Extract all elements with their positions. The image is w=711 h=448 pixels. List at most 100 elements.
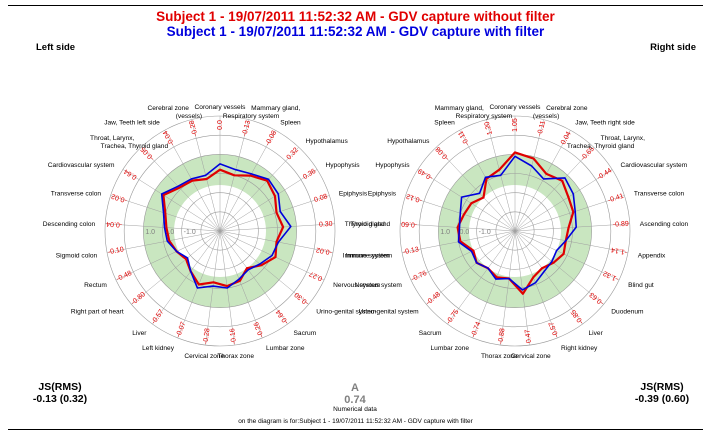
category-label: Right part of heart <box>71 309 124 316</box>
category-label: Sigmoid colon <box>56 252 98 259</box>
value-label: -1.32 <box>602 269 620 282</box>
category-label: Sacrum <box>294 330 317 337</box>
value-label: -0.04 <box>106 220 122 228</box>
radar-right: -1.00.01.01.05 -0.110.04-0.65-0.44-0.41-0… <box>346 104 689 360</box>
value-label: -0.57 <box>548 321 560 339</box>
center-caption: Numerical data <box>333 406 377 413</box>
category-label: Spleen <box>434 120 455 127</box>
category-label: Transverse colon <box>634 190 685 197</box>
category-label: Throat, Larynx, Trachea, Thyroid gland <box>90 135 168 150</box>
left-js-rms-value: -0.13 (0.32) <box>32 393 88 405</box>
value-label: 0.30 <box>319 221 333 229</box>
category-label: Thyroid gland <box>345 221 385 228</box>
category-label: Immune system <box>343 252 390 259</box>
right-js-rms-value: -0.39 (0.60) <box>634 393 690 405</box>
grid-spoke <box>514 119 544 232</box>
category-label: Spleen <box>280 120 301 127</box>
grid-spoke <box>447 230 516 325</box>
category-label: Lumbar zone <box>266 345 305 352</box>
grid-spoke <box>106 230 221 253</box>
category-label: Coronary vessels <box>490 104 542 111</box>
value-label: -0.76 <box>411 270 429 283</box>
grid-spoke <box>410 230 516 281</box>
value-label: -0.41 <box>607 193 624 205</box>
category-label: Nervous system <box>333 282 381 289</box>
value-label: -0.13 <box>241 120 252 137</box>
value-label: -0.02 <box>111 192 128 204</box>
category-label: Duodenum <box>611 309 644 316</box>
category-label: Lumbar zone <box>431 345 470 352</box>
category-label: Throat, Larynx, Trachea, Thyroid gland <box>567 135 645 150</box>
ring-scale-label: 1.0 <box>440 229 450 236</box>
grid-spoke <box>131 230 221 305</box>
center-summary: A 0.74 Numerical data <box>255 382 455 414</box>
category-label: Epiphysis <box>368 190 397 197</box>
top-divider <box>8 5 703 6</box>
category-label: Urino-genital system <box>316 309 377 316</box>
ring-scale-label: 1.0 <box>145 229 155 236</box>
value-label: -0.11 <box>536 120 547 137</box>
normal-range-band <box>438 154 592 308</box>
value-label: -0.88 <box>498 328 507 345</box>
grid-spoke <box>514 169 613 232</box>
grid-spoke <box>105 223 221 232</box>
value-label: -0.13 <box>402 246 419 256</box>
grid-spoke <box>514 230 620 281</box>
value-label: -0.10 <box>107 246 124 256</box>
category-label: Cervical zone <box>511 353 551 360</box>
category-label: Hypothalamus <box>387 138 430 145</box>
radar-left: -1.0 0.0 1.0 0.0 -0.13 -0.08 0.320.36 0.08 0.30 -… <box>43 104 390 360</box>
grid-spoke <box>514 223 630 232</box>
value-label: -0.89 <box>613 221 629 229</box>
category-label: Appendix <box>638 252 666 259</box>
grid-spoke <box>459 130 516 232</box>
value-label: -0.75 <box>445 308 460 325</box>
category-label: Ascending colon <box>640 221 689 228</box>
grid-spoke <box>514 146 594 232</box>
series-line-without-filter <box>162 168 285 288</box>
grid-spoke <box>514 130 571 232</box>
value-label: -0.44 <box>596 167 613 182</box>
right-js-rms: JS(RMS) -0.39 (0.60) <box>622 381 702 405</box>
right-js-rms-title: JS(RMS) <box>640 381 684 393</box>
title-with-filter: Subject 1 - 19/07/2011 11:52:32 AM - GDV… <box>166 24 545 39</box>
category-label: Rectum <box>84 282 107 289</box>
category-label: Cerebral zone (vessels) <box>147 105 202 120</box>
grid-spoke <box>500 230 516 346</box>
category-label: Cardiovascular system <box>48 162 115 169</box>
series-line-with-filter <box>160 163 292 289</box>
left-side-label: Left side <box>36 42 76 53</box>
center-value: 0.74 <box>344 394 366 406</box>
value-label: -0.07 <box>175 321 187 339</box>
category-label: Cardiovascular system <box>621 162 688 169</box>
grid-spoke <box>219 230 263 339</box>
category-label: Sacrum <box>419 330 442 337</box>
category-label: Jaw, Teeth right side <box>575 120 635 127</box>
value-label: -1.14 <box>611 246 628 256</box>
center-letter: A <box>351 382 359 394</box>
series-line-without-filter <box>456 151 575 295</box>
category-label: Mammary gland, Respiratory system <box>435 105 513 120</box>
category-label: Descending colon <box>43 221 96 228</box>
category-label: Liver <box>132 330 147 337</box>
grid-spoke <box>514 195 625 232</box>
grid-spoke <box>115 230 221 281</box>
ring-scale-label: 0.0 <box>165 229 175 236</box>
value-label: 0.27 <box>308 270 323 282</box>
category-label: Jaw, Teeth left side <box>104 120 160 127</box>
right-side-label: Right side <box>650 42 696 53</box>
value-label: -0.48 <box>116 270 134 283</box>
category-label: Transverse colon <box>51 190 102 197</box>
bottom-divider <box>8 429 703 430</box>
normal-range-band <box>143 154 297 308</box>
category-label: Thyroid gland <box>350 221 390 228</box>
grid-spoke <box>514 230 530 346</box>
ring-scale-label: -1.0 <box>184 229 196 236</box>
value-label: -0.08 <box>264 130 278 147</box>
value-label: 0.08 <box>313 193 328 204</box>
left-js-rms-title: JS(RMS) <box>38 381 82 393</box>
value-label: 0.64 <box>123 167 138 180</box>
value-label: -0.28 <box>203 328 212 345</box>
grid-spoke <box>514 230 604 305</box>
value-label: -0.85 <box>570 308 585 325</box>
